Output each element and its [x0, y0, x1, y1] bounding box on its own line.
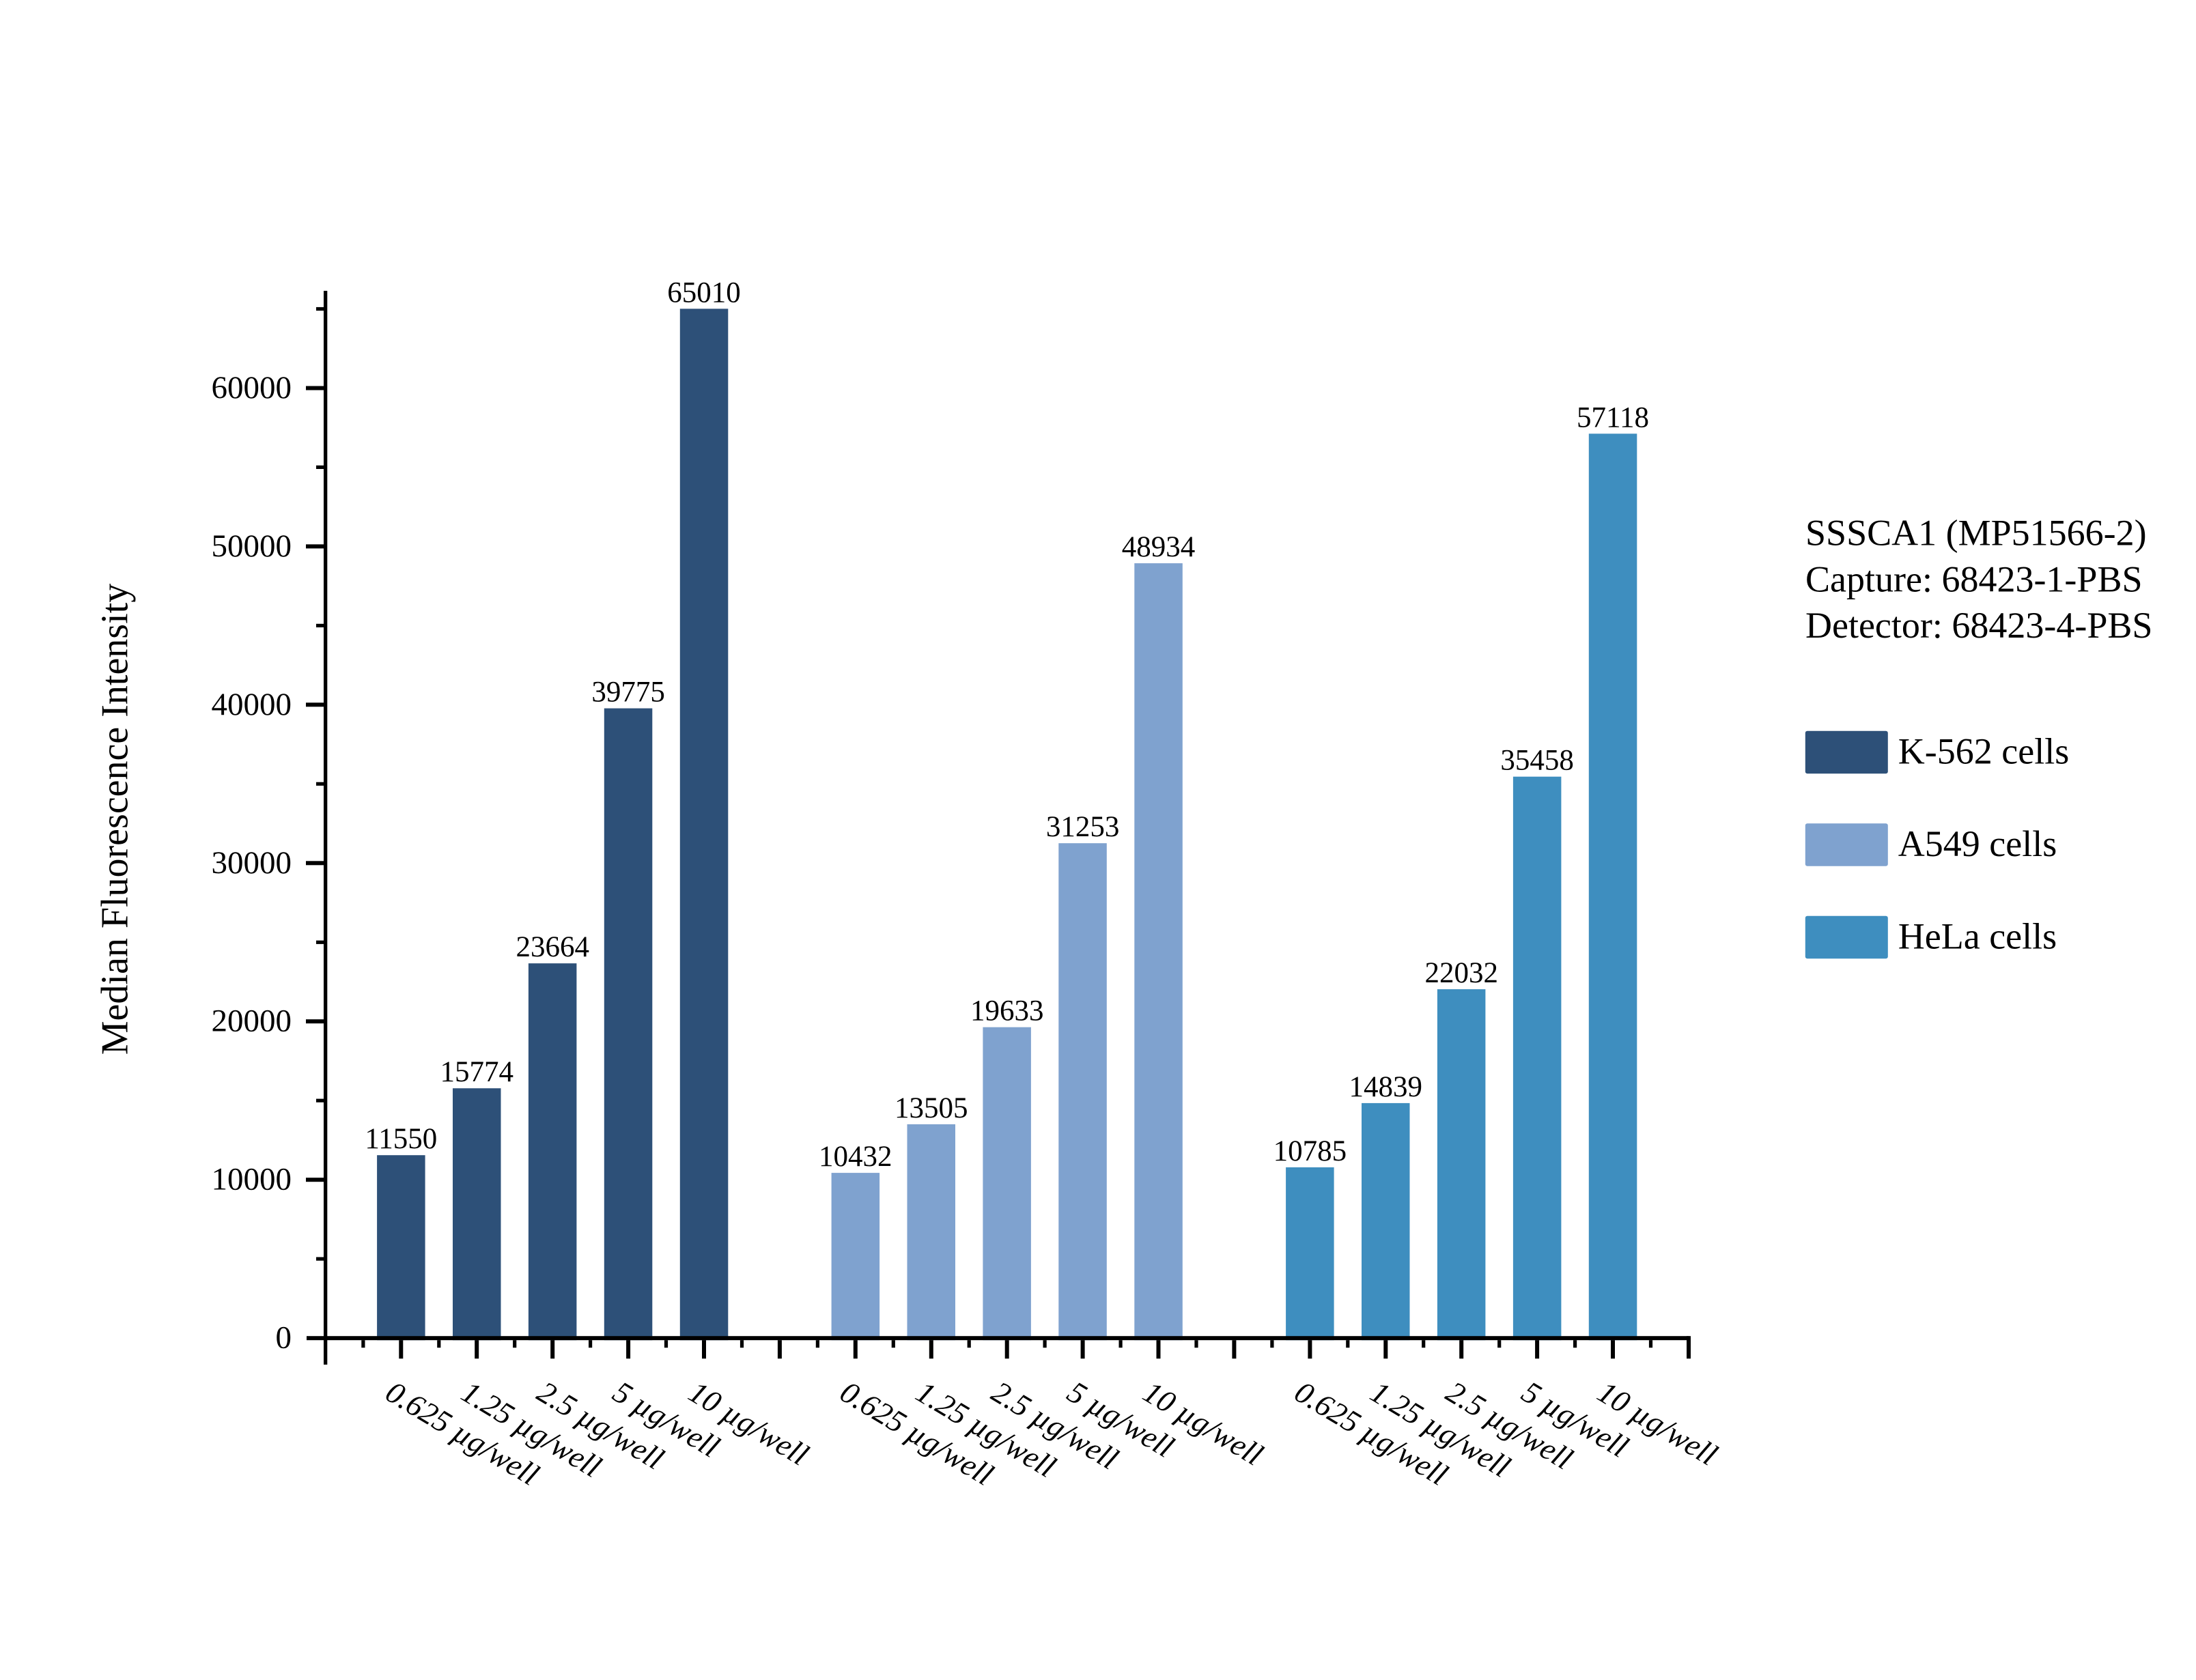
svg-text:39775: 39775	[591, 677, 665, 709]
svg-text:A549 cells: A549 cells	[1898, 823, 2057, 864]
svg-text:HeLa cells: HeLa cells	[1898, 916, 2057, 957]
svg-text:40000: 40000	[212, 687, 292, 722]
svg-text:10432: 10432	[819, 1141, 892, 1173]
svg-text:50000: 50000	[212, 528, 292, 564]
svg-text:19633: 19633	[970, 995, 1044, 1027]
svg-text:10785: 10785	[1273, 1135, 1347, 1167]
svg-text:13505: 13505	[895, 1092, 968, 1124]
svg-text:35458: 35458	[1500, 745, 1574, 777]
svg-text:30000: 30000	[212, 845, 292, 881]
svg-text:60000: 60000	[212, 370, 292, 405]
svg-text:48934: 48934	[1122, 531, 1196, 563]
svg-text:SSSCA1 (MP51566-2): SSSCA1 (MP51566-2)	[1805, 513, 2147, 554]
svg-text:Median Fluorescence Intensity: Median Fluorescence Intensity	[94, 584, 137, 1055]
svg-text:Detector: 68423-4-PBS: Detector: 68423-4-PBS	[1805, 605, 2152, 646]
svg-text:14839: 14839	[1349, 1071, 1423, 1103]
svg-text:65010: 65010	[667, 276, 741, 309]
svg-text:31253: 31253	[1046, 811, 1120, 843]
svg-text:0: 0	[276, 1320, 292, 1356]
svg-text:11550: 11550	[365, 1123, 437, 1155]
svg-text:23664: 23664	[516, 931, 589, 963]
svg-text:K-562 cells: K-562 cells	[1898, 731, 2069, 772]
svg-text:22032: 22032	[1424, 957, 1498, 989]
svg-text:15774: 15774	[440, 1056, 513, 1088]
svg-text:20000: 20000	[212, 1003, 292, 1039]
svg-text:57118: 57118	[1577, 401, 1649, 433]
svg-text:Capture: 68423-1-PBS: Capture: 68423-1-PBS	[1805, 558, 2143, 599]
svg-text:10000: 10000	[212, 1162, 292, 1197]
